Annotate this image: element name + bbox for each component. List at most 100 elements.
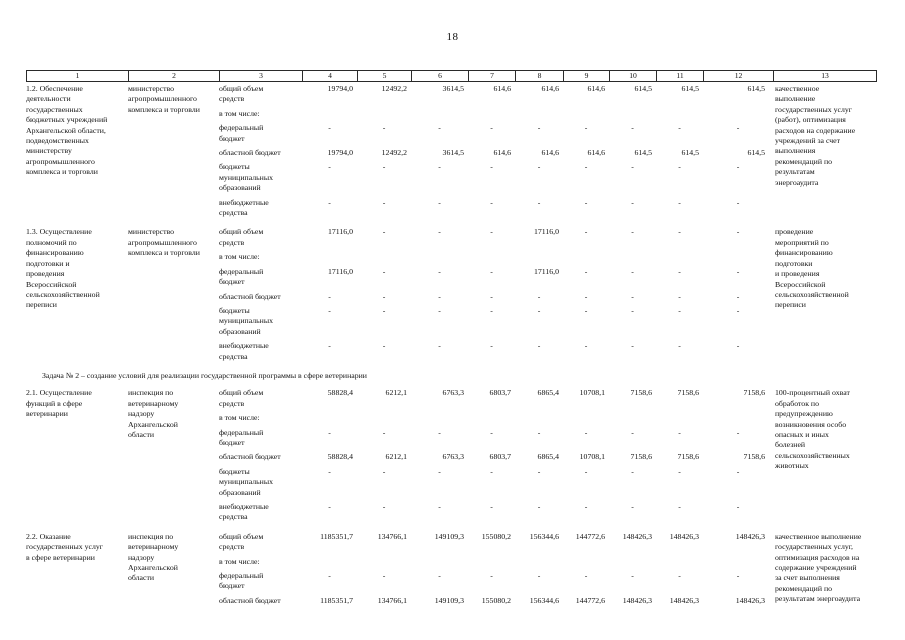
value-cell: - <box>382 341 386 351</box>
funding-subrow: внебюджетные средства - - - - - - - - - <box>219 341 773 362</box>
value-cell: 58828,4 <box>327 452 353 462</box>
funding-subrow: бюджеты муниципальных образований - - - - - - -… <box>219 467 773 498</box>
header-col-12: 12 <box>704 71 774 81</box>
value-cell: 614,5 <box>681 148 699 158</box>
funding-source-label: внебюджетные средства <box>219 197 269 218</box>
value-cell: - <box>537 291 541 301</box>
value-cell: - <box>736 571 740 581</box>
value-cell: - <box>584 305 588 315</box>
value-cell: 144772,6 <box>575 595 605 605</box>
value-cell: 1185351,7 <box>320 531 353 541</box>
value-cell: - <box>537 466 541 476</box>
value-cell: - <box>631 227 634 237</box>
funding-source-label: в том числе: <box>219 413 260 423</box>
value-cell: 1185351,7 <box>320 595 353 605</box>
value-cell: 149109,3 <box>434 531 464 541</box>
funding-source-label: федеральный бюджет <box>219 123 264 143</box>
value-cell: 19794,0 <box>327 148 353 158</box>
value-cell: - <box>328 466 331 476</box>
executor: инспекция по ветеринарному надзору Архан… <box>128 388 179 439</box>
value-cell: - <box>490 291 493 301</box>
value-cell: 7158,6 <box>630 388 652 398</box>
funding-source-label: в том числе: <box>219 556 260 566</box>
funding-source-label: общий объем средств <box>219 388 264 408</box>
header-col-9: 9 <box>564 71 610 81</box>
funding-grid: общий объем средств 19794,0 12492,2 3614,5 6… <box>219 84 773 218</box>
table-header: 1 2 3 4 5 6 7 8 9 10 11 12 13 <box>26 70 877 82</box>
value-cell: 7158,6 <box>743 452 765 462</box>
value-cell: - <box>736 123 740 133</box>
value-cell: 149109,3 <box>434 595 464 605</box>
header-col-7: 7 <box>469 71 516 81</box>
funding-source-label: федеральный бюджет <box>219 571 264 591</box>
value-cell: - <box>490 502 493 511</box>
program-table: 1 2 3 4 5 6 7 8 9 10 11 12 13 1.2. Обеспечение деяте… <box>26 70 877 615</box>
value-cell: - <box>382 291 386 301</box>
value-cell: - <box>490 341 493 351</box>
value-cell: 614,5 <box>681 84 699 93</box>
funding-source-label: бюджеты муниципальных образований <box>219 162 273 193</box>
funding-subrow: общий объем средств 58828,4 6212,1 6763,3 68… <box>219 388 773 409</box>
value-cell: 144772,6 <box>575 531 605 541</box>
value-cell: - <box>584 227 588 237</box>
value-cell: - <box>736 466 740 476</box>
funding-source-label: в том числе: <box>219 252 260 262</box>
value-cell: - <box>678 123 681 133</box>
value-cell: - <box>678 266 681 276</box>
program-row-2-2: 2.2. Оказание государственных услуг в сф… <box>26 532 877 606</box>
funding-subrow: федеральный бюджет 17116,0 - - - 17116,0 - - - - <box>219 267 773 288</box>
value-cell: - <box>584 341 588 351</box>
value-cell: - <box>438 341 441 351</box>
value-cell: - <box>490 227 493 237</box>
executor: министерство агропромышленного комплекса… <box>128 227 200 258</box>
value-cell: 12492,2 <box>381 84 407 93</box>
funding-source-label: бюджеты муниципальных образований <box>219 466 273 497</box>
funding-source-label: бюджеты муниципальных образований <box>219 305 273 336</box>
value-cell: 12492,2 <box>381 148 407 158</box>
program-name: 2.1. Осуществление функций в сфере ветер… <box>26 388 92 419</box>
value-cell: - <box>678 341 681 351</box>
value-cell: 7158,6 <box>677 388 699 398</box>
funding-subrow: федеральный бюджет - - - - - - - - - <box>219 428 773 449</box>
value-cell: - <box>631 571 634 581</box>
program-name: 2.2. Оказание государственных услуг в сф… <box>26 531 103 562</box>
value-cell: - <box>382 427 386 437</box>
expected-result: проведение мероприятий по финансированию… <box>775 227 849 310</box>
value-cell: - <box>328 571 331 581</box>
value-cell: 17116,0 <box>327 266 353 276</box>
value-cell: 3614,5 <box>442 148 464 158</box>
value-cell: 10708,1 <box>579 388 605 398</box>
funding-subrow: областной бюджет 58828,4 6212,1 6763,3 6803,… <box>219 452 773 462</box>
value-cell: - <box>631 197 634 207</box>
value-cell: 155080,2 <box>481 595 511 605</box>
value-cell: - <box>736 227 740 237</box>
funding-source-label: в том числе: <box>219 108 260 118</box>
funding-subrow: в том числе: <box>219 109 773 119</box>
header-col-10: 10 <box>610 71 657 81</box>
value-cell: - <box>328 427 331 437</box>
value-cell: 19794,0 <box>327 84 353 93</box>
value-cell: 155080,2 <box>481 531 511 541</box>
value-cell: - <box>382 162 386 172</box>
value-cell: - <box>631 291 634 301</box>
funding-subrow: общий объем средств 19794,0 12492,2 3614,5 6… <box>219 84 773 105</box>
header-col-2: 2 <box>129 71 220 81</box>
funding-source-label: областной бюджет <box>219 452 281 462</box>
funding-subrow: внебюджетные средства - - - - - - - - - <box>219 502 773 523</box>
value-cell: 148426,3 <box>669 595 699 605</box>
value-cell: 134766,1 <box>377 595 407 605</box>
funding-source-label: общий объем средств <box>219 531 264 552</box>
value-cell: - <box>438 571 441 581</box>
value-cell: - <box>537 305 541 315</box>
value-cell: - <box>490 197 493 207</box>
funding-source-label: областной бюджет <box>219 595 281 605</box>
value-cell: 6763,3 <box>442 388 464 398</box>
program-row-1-3: 1.3. Осуществление полномочий по финанси… <box>26 227 877 361</box>
value-cell: - <box>438 502 441 511</box>
funding-subrow: в том числе: <box>219 252 773 262</box>
value-cell: - <box>382 466 386 476</box>
value-cell: - <box>438 305 441 315</box>
value-cell: - <box>382 123 386 133</box>
value-cell: 614,5 <box>634 148 652 158</box>
